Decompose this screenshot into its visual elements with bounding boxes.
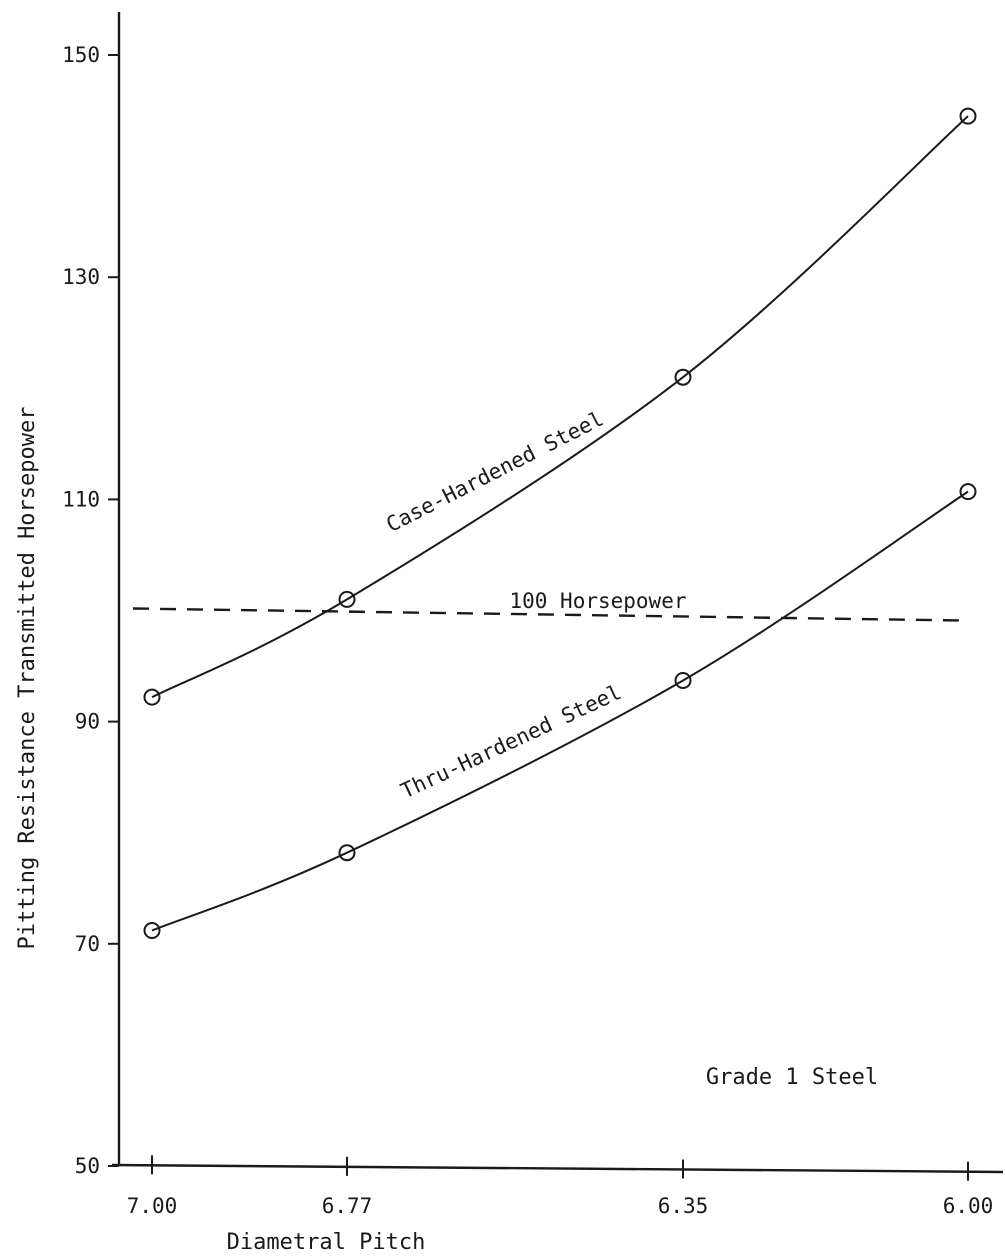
series-label-thru-hardened: Thru-Hardened Steel [397,680,625,803]
x-ticks: 7.00 6.77 6.35 6.00 [127,1155,994,1218]
x-axis-title: Diametral Pitch [227,1230,426,1255]
series-line-thru-hardened-steel [151,490,969,932]
y-tick-label: 110 [62,487,100,511]
x-tick-label: 6.35 [658,1194,709,1218]
x-tick-label: 7.00 [127,1194,178,1218]
data-point-thru-hardened-steel [338,844,356,862]
data-point-case-hardened-steel [338,590,356,608]
data-point-thru-hardened-steel [674,671,692,689]
x-axis-line [111,1163,1004,1174]
x-axis: 7.00 6.77 6.35 6.00 [111,1155,1004,1218]
y-tick-label: 70 [75,932,100,956]
y-tick-label: 50 [75,1154,100,1178]
y-tick-label: 150 [62,43,100,67]
grade-annotation: Grade 1 Steel [706,1065,878,1090]
data-point-case-hardened-steel [674,368,692,386]
reference-line-label: 100 Horsepower [509,589,686,613]
series-line-case-hardened-steel [151,115,969,699]
y-tick-label: 130 [62,265,100,289]
data-point-thru-hardened-steel [143,921,161,939]
y-axis: 50 70 90 110 130 150 [62,12,121,1178]
y-axis-title: Pitting Resistance Transmitted Horsepowe… [15,406,40,949]
series-layer [143,107,977,939]
reference-line-100hp [132,607,961,622]
reference-line-group: 100 Horsepower [132,589,961,622]
data-point-thru-hardened-steel [959,483,977,501]
x-tick-label: 6.77 [322,1194,373,1218]
y-tick-label: 90 [75,710,100,734]
series-label-case-hardened: Case-Hardened Steel [382,407,607,537]
x-tick-label: 6.00 [943,1194,994,1218]
data-point-case-hardened-steel [959,107,977,125]
y-ticks: 50 70 90 110 130 150 [62,43,119,1178]
data-point-case-hardened-steel [143,688,161,706]
